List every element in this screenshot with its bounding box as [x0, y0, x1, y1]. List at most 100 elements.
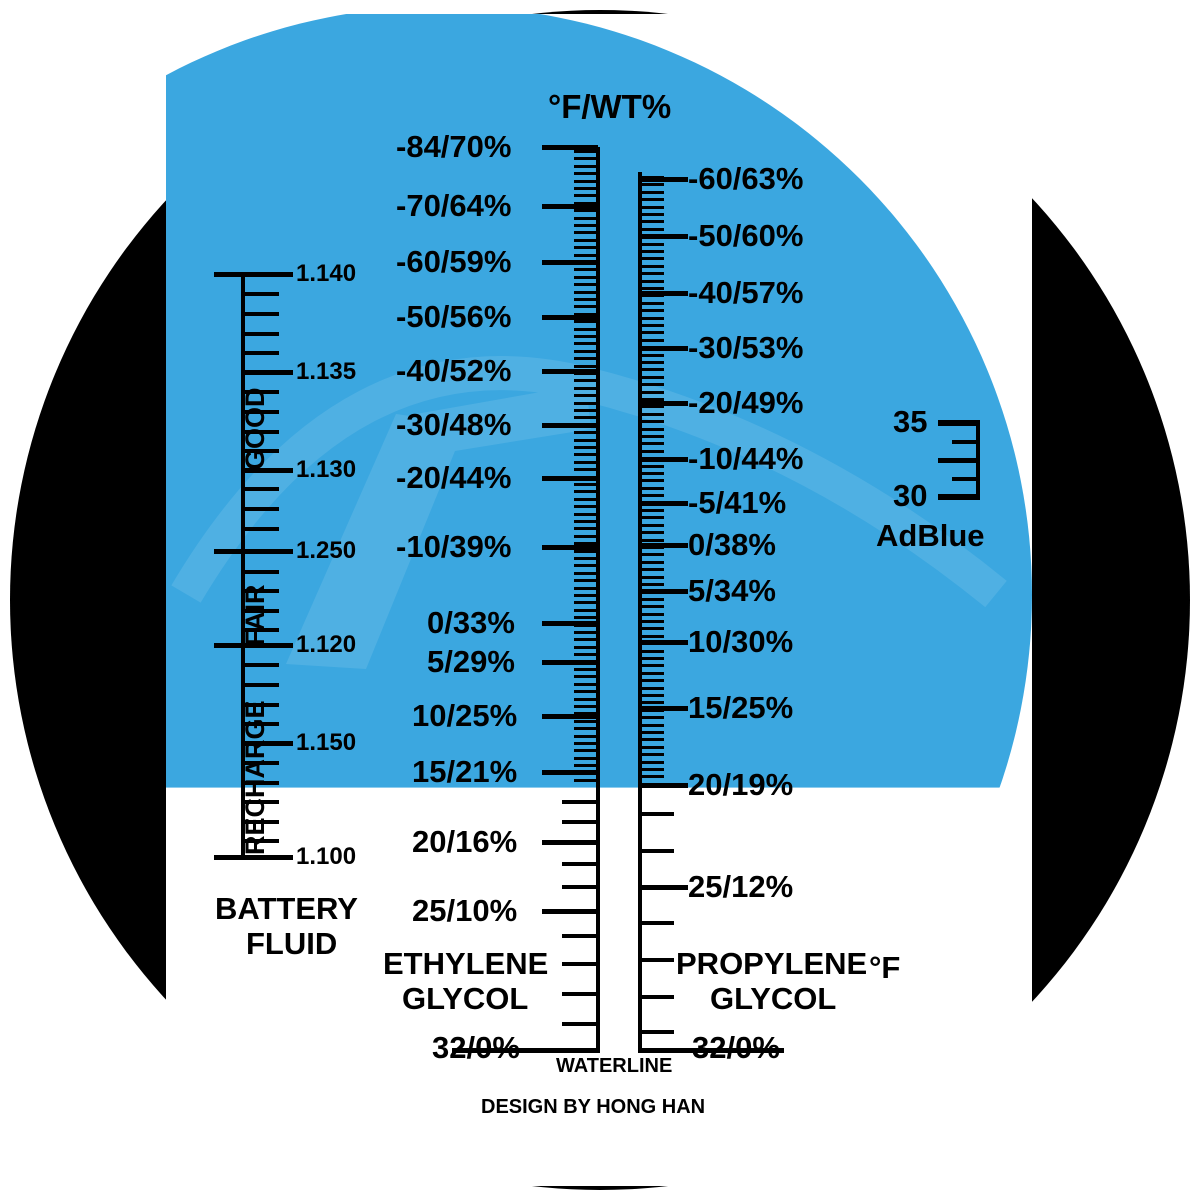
battery-tick-minor [241, 839, 279, 843]
adblue-tick-major [938, 420, 980, 426]
ethylene-tick-label: 5/29% [427, 644, 515, 679]
scale-hatch-tick [574, 283, 596, 287]
scale-hatch-tick [574, 409, 596, 412]
scale-hatch-tick [642, 694, 664, 697]
propylene-tick-minor [638, 849, 674, 853]
scale-hatch-tick [574, 394, 596, 398]
ethylene-tick-major [542, 476, 598, 481]
ethylene-tick-label: 10/25% [412, 698, 518, 733]
scale-hatch-tick [574, 238, 596, 242]
propylene-tick-label: -40/57% [688, 275, 804, 310]
ethylene-tick-major [542, 660, 598, 665]
scale-hatch-tick [642, 242, 664, 246]
scale-hatch-tick [642, 620, 664, 623]
propylene-tick-label: 5/34% [688, 573, 776, 608]
scale-hatch-tick [574, 216, 596, 220]
scale-hatch-tick [642, 250, 664, 253]
ethylene-tick-major [542, 260, 598, 265]
ethylene-tick-major [542, 545, 598, 550]
propylene-tick-label: 20/19% [688, 767, 794, 802]
battery-tick-label: 1.120 [296, 631, 357, 658]
battery-tick-minor [241, 761, 279, 765]
ethylene-tick-label: 0/33% [427, 605, 515, 640]
scale-hatch-tick [642, 420, 664, 424]
ethylene-tick-major [542, 621, 598, 626]
battery-tick-minor [241, 820, 279, 824]
scale-hatch-tick [574, 616, 596, 620]
ethylene-tick-major [542, 423, 598, 428]
scale-hatch-tick [642, 198, 664, 202]
propylene-tick-major [638, 177, 688, 182]
scale-hatch-tick [574, 386, 596, 390]
design-credit: DESIGN BY HONG HAN [481, 1096, 706, 1118]
scale-hatch-tick [574, 187, 596, 190]
scale-hatch-tick [574, 349, 596, 353]
ethylene-scale-title-line1: ETHYLENE [383, 946, 549, 981]
battery-tick-major [241, 468, 293, 473]
scale-hatch-tick [642, 560, 664, 564]
scale-hatch-tick [642, 279, 664, 283]
propylene-scale-title-line2: GLYCOL [710, 981, 837, 1016]
scale-hatch-tick [574, 690, 596, 694]
scale-hatch-tick [574, 416, 596, 420]
scale-hatch-tick [574, 727, 596, 731]
scale-hatch-tick [574, 579, 596, 583]
scale-hatch-tick [642, 679, 664, 683]
scale-hatch-tick [642, 775, 664, 779]
scale-hatch-tick [574, 305, 596, 309]
battery-zone-label-good: GOOD [240, 387, 270, 470]
scale-hatch-tick [642, 597, 664, 601]
scale-hatch-tick [642, 731, 664, 734]
scale-hatch-tick [574, 253, 596, 257]
scale-hatch-tick [574, 150, 596, 153]
scale-hatch-tick [642, 575, 664, 579]
battery-tick-minor [241, 589, 279, 593]
scale-hatch-tick [642, 405, 664, 409]
ethylene-tick-label: -70/64% [396, 188, 512, 223]
scale-hatch-tick [642, 716, 664, 720]
battery-tick-minor [241, 390, 279, 394]
scale-hatch-tick [574, 756, 596, 760]
battery-tick-minor [241, 570, 279, 574]
scale-hatch-tick [574, 194, 596, 198]
propylene-tick-major [638, 706, 688, 711]
scale-hatch-tick [642, 375, 664, 379]
scale-hatch-tick [642, 509, 664, 512]
scale-hatch-tick [574, 779, 596, 782]
ethylene-tick-minor [562, 800, 598, 804]
scale-hatch-tick [574, 335, 596, 338]
scale-hatch-tick [574, 298, 596, 301]
scale-hatch-tick [642, 316, 664, 320]
ethylene-tick-major [542, 909, 598, 914]
scale-hatch-tick [574, 594, 596, 597]
adblue-tick-label: 35 [893, 404, 928, 439]
ethylene-tick-label: -10/39% [396, 529, 512, 564]
propylene-tick-label: -50/60% [688, 218, 804, 253]
scale-hatch-tick [642, 657, 664, 660]
battery-tick-label: 1.100 [296, 843, 357, 870]
ethylene-tick-major [542, 145, 598, 150]
scale-hatch-tick [574, 327, 596, 331]
scale-hatch-tick [574, 312, 596, 316]
scale-hatch-tick [574, 401, 596, 405]
battery-tick-label: 1.250 [296, 537, 357, 564]
propylene-tick-major [638, 543, 688, 548]
scale-hatch-tick [574, 631, 596, 634]
scale-hatch-tick [642, 257, 664, 261]
scale-hatch-tick [574, 697, 596, 701]
propylene-tick-major [638, 291, 688, 296]
scale-hatch-tick [574, 224, 596, 227]
scale-hatch-tick [574, 490, 596, 494]
scale-hatch-tick [574, 453, 596, 457]
scale-hatch-tick [642, 523, 664, 527]
battery-tick-minor [241, 663, 279, 667]
scale-hatch-tick [642, 768, 664, 771]
scale-hatch-tick [574, 379, 596, 383]
scale-hatch-tick [642, 264, 664, 268]
battery-tick-minor [241, 332, 279, 336]
battery-zone-label-fair: FAIR [240, 584, 270, 646]
scale-hatch-tick [574, 483, 596, 486]
propylene-tick-label: 15/25% [688, 690, 794, 725]
ethylene-tick-major [452, 1048, 598, 1053]
scale-hatch-tick [574, 549, 596, 553]
